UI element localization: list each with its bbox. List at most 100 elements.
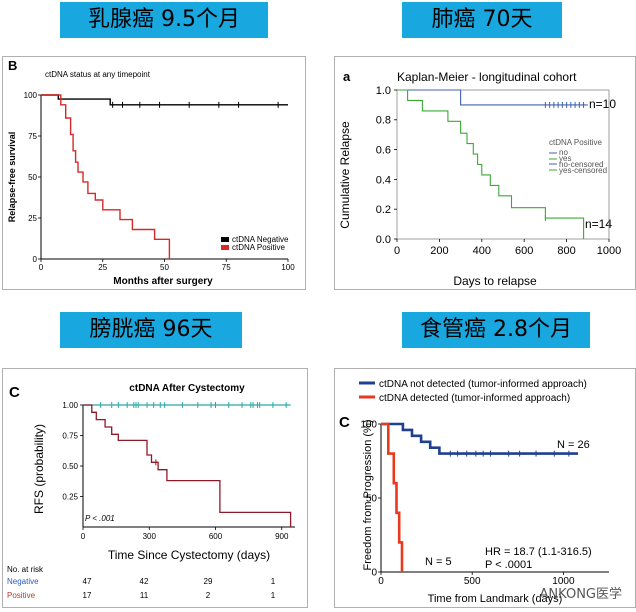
annotation-n14: n=14 xyxy=(585,217,612,231)
y-tick-label: 0 xyxy=(371,568,377,579)
risk-row-label-positive: Positive xyxy=(7,591,36,600)
y-tick-label: 100 xyxy=(360,420,377,431)
legend-swatch-positive xyxy=(221,245,229,250)
banner-esophageal-cancer: 食管癌 2.8个月 xyxy=(402,312,590,348)
x-tick-label: 600 xyxy=(209,532,223,541)
banner-bladder-cancer: 膀胱癌 96天 xyxy=(60,312,242,348)
x-tick-label: 0 xyxy=(39,263,44,272)
y-tick-label: 0.8 xyxy=(376,115,391,127)
y-tick-label: 1.0 xyxy=(376,85,391,97)
chart-subtitle: ctDNA status at any timepoint xyxy=(45,70,151,79)
p-value: P < .001 xyxy=(85,514,115,523)
x-tick-label: 500 xyxy=(464,576,481,587)
y-tick-label: 0.50 xyxy=(62,462,78,471)
risk-cell: 17 xyxy=(83,591,92,600)
series-line-1 xyxy=(381,422,404,572)
chart-bladder: C ctDNA After Cystectomy Time Since Cyst… xyxy=(7,383,295,600)
x-tick-label: 50 xyxy=(160,263,169,272)
series-line-0 xyxy=(397,89,588,106)
plot-frame xyxy=(396,89,610,240)
risk-cell: 1 xyxy=(271,591,276,600)
x-tick-label: 25 xyxy=(98,263,107,272)
banner-breast-cancer: 乳腺癌 9.5个月 xyxy=(60,2,268,38)
x-tick-label: 900 xyxy=(275,532,289,541)
chart-panel-esophageal: C ctDNA not detected (tumor-informed app… xyxy=(334,368,636,608)
x-axis-label: Months after surgery xyxy=(113,276,213,287)
chart-title: Kaplan-Meier - longitudinal cohort xyxy=(397,70,577,84)
x-tick-label: 0 xyxy=(81,532,86,541)
risk-cell: 47 xyxy=(83,577,92,586)
y-tick-label: 0.2 xyxy=(376,204,391,216)
chart-breast: B ctDNA status at any timepoint Months a… xyxy=(7,58,295,287)
legend-label-no: no xyxy=(559,148,568,157)
x-tick-label: 400 xyxy=(473,245,491,257)
x-tick-label: 800 xyxy=(557,245,575,257)
panel-label: a xyxy=(343,69,351,84)
y-axis-label: RFS (probability) xyxy=(32,424,46,514)
banner-lung-cancer: 肺癌 70天 xyxy=(402,2,562,38)
x-axis-label: Days to relapse xyxy=(453,274,537,288)
x-tick-label: 0 xyxy=(378,576,384,587)
y-tick-label: 75 xyxy=(28,132,37,141)
y-tick-label: 0.75 xyxy=(62,431,78,440)
risk-cell: 2 xyxy=(206,591,211,600)
panel-label: C xyxy=(339,414,350,431)
legend-label-negative: ctDNA Negative xyxy=(232,235,289,244)
series-line-1 xyxy=(397,89,585,239)
y-axis-label: Freedom from Progression (%) xyxy=(362,420,374,571)
risk-cell: 1 xyxy=(271,577,276,586)
chart-panel-breast: B ctDNA status at any timepoint Months a… xyxy=(2,56,306,290)
legend-label-positive: ctDNA Positive xyxy=(232,243,285,252)
chart-panel-bladder: C ctDNA After Cystectomy Time Since Cyst… xyxy=(2,368,308,608)
annotation-n26: N = 26 xyxy=(557,439,590,451)
series-line-0 xyxy=(381,422,578,455)
series-line-1 xyxy=(41,94,171,259)
annotation-n10: n=10 xyxy=(589,97,616,111)
y-axis-label: Cumulative Relapse xyxy=(338,121,352,229)
x-tick-label: 600 xyxy=(515,245,533,257)
x-tick-label: 75 xyxy=(222,263,231,272)
risk-cell: 11 xyxy=(140,591,149,600)
y-axis-label: Relapse-free survival xyxy=(7,132,17,223)
y-tick-label: 50 xyxy=(366,494,378,505)
watermark: ANKONG医学 xyxy=(539,587,622,602)
panel-label: B xyxy=(8,58,17,73)
legend-title: ctDNA Positive xyxy=(549,138,602,147)
legend-label-yes-censored: yes-censored xyxy=(559,166,607,175)
y-tick-label: 25 xyxy=(28,214,37,223)
series-line-1 xyxy=(83,404,292,527)
x-tick-label: 100 xyxy=(281,263,295,272)
x-tick-label: 0 xyxy=(394,245,400,257)
y-tick-label: 100 xyxy=(24,91,38,100)
legend-label-yes: yes xyxy=(559,154,571,163)
legend-label-detected: ctDNA detected (tumor-informed approach) xyxy=(379,393,570,404)
panel-label: C xyxy=(9,384,20,401)
risk-cell: 29 xyxy=(204,577,213,586)
chart-panel-lung: a Kaplan-Meier - longitudinal cohort Day… xyxy=(334,56,636,290)
y-tick-label: 0.4 xyxy=(376,174,391,186)
annotation-hr: HR = 18.7 (1.1-316.5) xyxy=(485,546,592,558)
y-tick-label: 0.0 xyxy=(376,234,391,246)
y-tick-label: 0.25 xyxy=(62,492,78,501)
y-tick-label: 0.6 xyxy=(376,144,391,156)
x-tick-label: 1000 xyxy=(597,245,621,257)
chart-lung: a Kaplan-Meier - longitudinal cohort Day… xyxy=(338,69,621,288)
risk-row-label-negative: Negative xyxy=(7,577,39,586)
y-tick-label: 50 xyxy=(28,173,37,182)
legend-label-not-detected: ctDNA not detected (tumor-informed appro… xyxy=(379,379,587,390)
x-tick-label: 300 xyxy=(143,532,157,541)
x-tick-label: 200 xyxy=(430,245,448,257)
x-axis-label: Time Since Cystectomy (days) xyxy=(108,548,270,562)
risk-table-title: No. at risk xyxy=(7,565,44,574)
y-tick-label: 1.00 xyxy=(62,401,78,410)
legend-swatch-negative xyxy=(221,237,229,242)
x-tick-label: 1000 xyxy=(552,576,575,587)
annotation-n5: N = 5 xyxy=(425,556,452,568)
chart-esophageal: C ctDNA not detected (tumor-informed app… xyxy=(339,379,609,605)
annotation-p: P < .0001 xyxy=(485,559,532,571)
x-axis-label: Time from Landmark (days) xyxy=(428,593,563,605)
chart-title: ctDNA After Cystectomy xyxy=(129,383,245,394)
series-line-0 xyxy=(41,94,288,106)
risk-cell: 42 xyxy=(140,577,149,586)
legend-label-no-censored: no-censored xyxy=(559,160,603,169)
